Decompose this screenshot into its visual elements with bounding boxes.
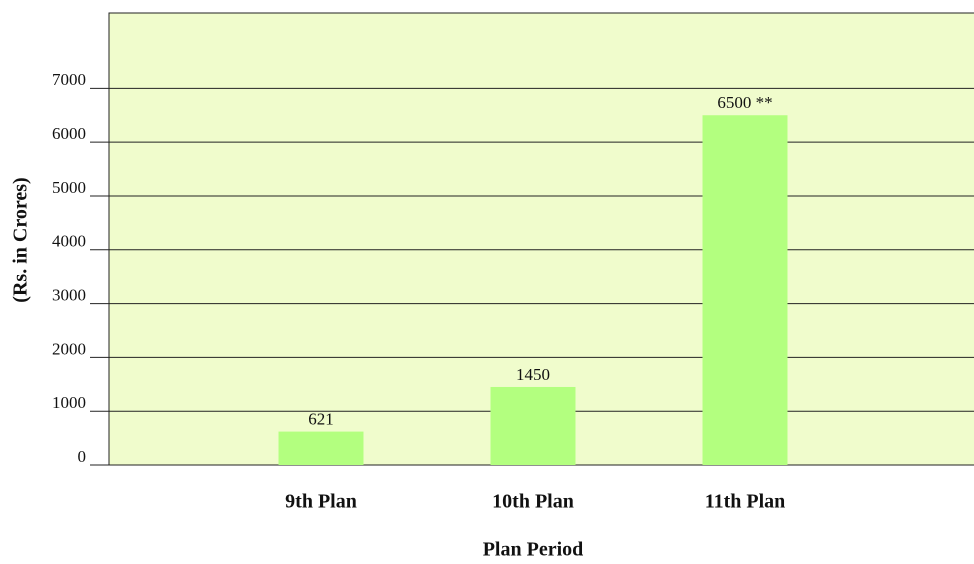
x-tick-label: 10th Plan bbox=[492, 491, 574, 513]
y-tick-label: 1000 bbox=[52, 393, 86, 412]
x-axis-label: Plan Period bbox=[483, 539, 584, 561]
y-axis-label: (Rs. in Crores) bbox=[10, 177, 32, 302]
y-tick-label: 7000 bbox=[52, 70, 86, 89]
x-tick-label: 9th Plan bbox=[285, 491, 357, 513]
data-label: 6500 ** bbox=[717, 93, 772, 112]
y-tick-label: 3000 bbox=[52, 285, 86, 304]
x-tick-label: 11th Plan bbox=[705, 491, 786, 513]
y-tick-label: 6000 bbox=[52, 124, 86, 143]
y-tick-label: 5000 bbox=[52, 178, 86, 197]
bar bbox=[702, 115, 788, 465]
data-label: 1450 bbox=[516, 365, 550, 384]
y-tick-label: 4000 bbox=[52, 232, 86, 251]
bar bbox=[490, 386, 576, 465]
bar bbox=[278, 431, 364, 465]
data-label: 621 bbox=[308, 409, 334, 428]
y-tick-label: 0 bbox=[78, 447, 87, 466]
y-tick-label: 2000 bbox=[52, 339, 86, 358]
